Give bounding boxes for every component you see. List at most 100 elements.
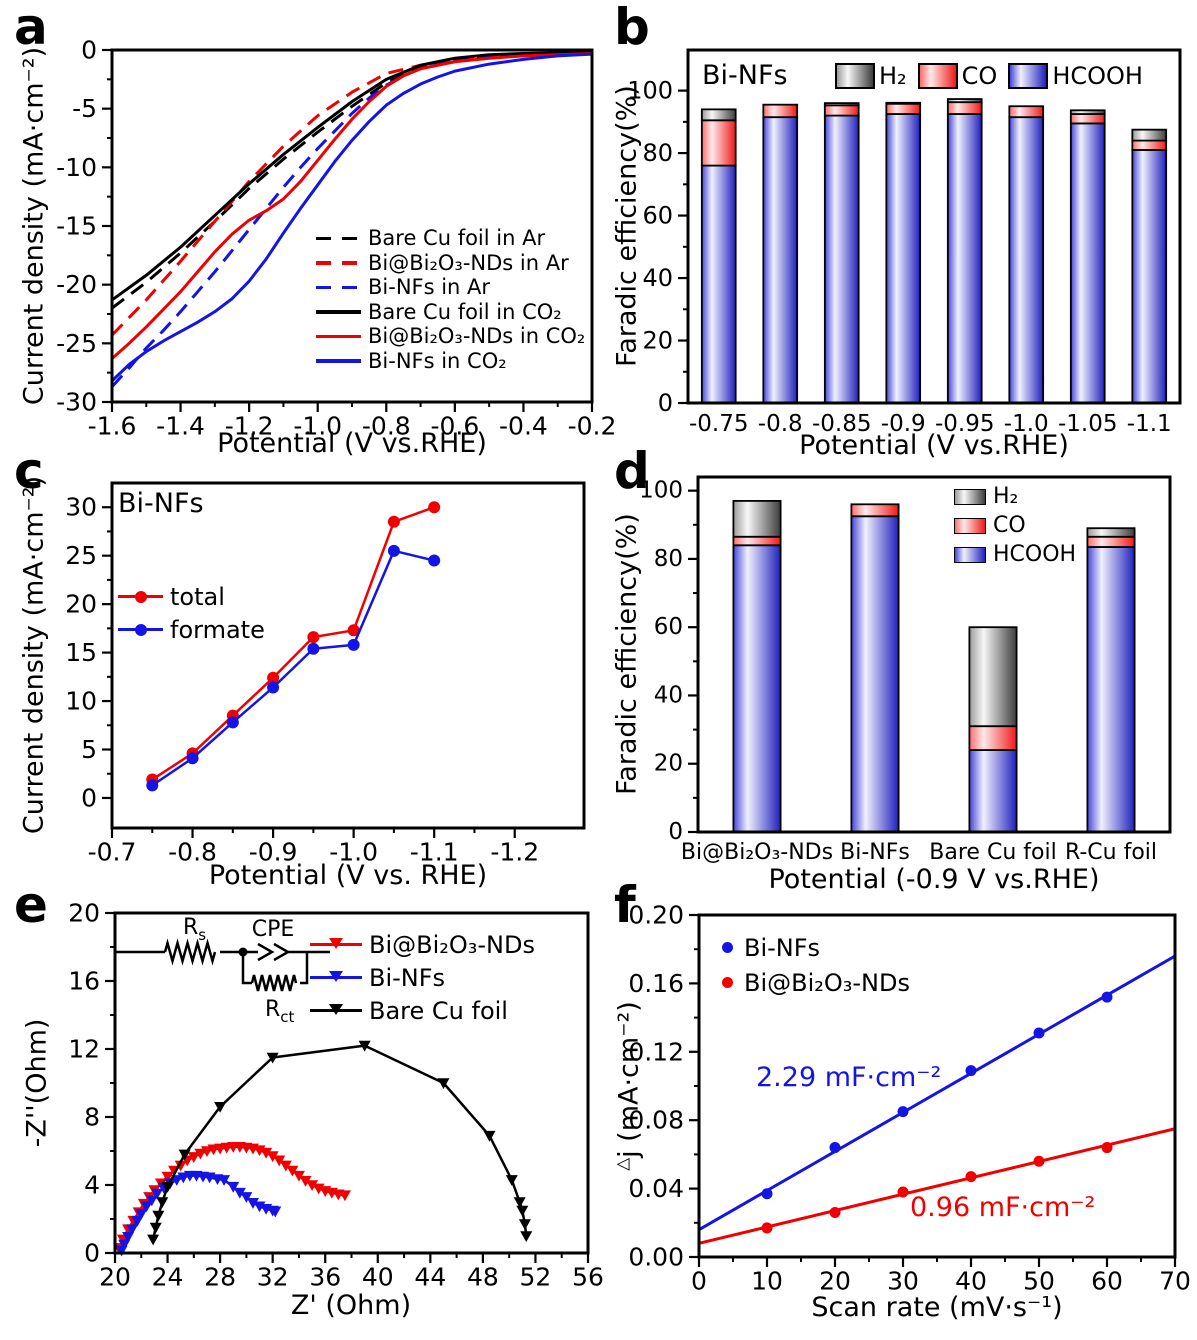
svg-text:-0.8: -0.8	[758, 411, 803, 437]
legend-label: Bi-NFs	[744, 933, 821, 962]
dashed-line-swatch	[316, 261, 361, 265]
legend-item: Bare Cu foil in Ar	[316, 226, 585, 251]
panel-a-ylabel: Current density (mA·cm⁻²)	[18, 46, 50, 406]
panel-d: 0 20 40 60 80 100 Bi@Bi₂O₃-NDs Bi-NFs Bare Cu fo…	[598, 440, 1197, 895]
svg-text:4: 4	[84, 1171, 100, 1200]
svg-text:0.00: 0.00	[628, 1243, 684, 1272]
svg-text:16: 16	[68, 967, 100, 996]
bar-series-H₂	[732, 499, 1136, 728]
svg-text:100: 100	[627, 77, 673, 105]
legend-label: total	[170, 582, 225, 611]
svg-text:48: 48	[467, 1262, 499, 1291]
panel-f-legend: Bi-NFs Bi@Bi₂O₃-NDs	[722, 930, 910, 1000]
panel-d-legend: H₂ CO HCOOH	[954, 484, 1076, 567]
legend-item: Bare Cu foil	[310, 994, 535, 1027]
legend-label: Bi-NFs	[369, 963, 446, 992]
svg-text:10: 10	[65, 687, 97, 716]
solid-line-swatch	[316, 334, 361, 338]
axes: 0 5 10 15 20 25 30 -0.7 -0.8 -0.9 -1.0 -1.1 -1.2	[65, 493, 539, 867]
panel-a-chart: 0 -5 -10 -15 -20 -25 -30-1.6 -1.4 -1.2 -1.0 -0.8 -0…	[56, 36, 616, 441]
bar-segment	[732, 535, 782, 547]
svg-text:-1.1: -1.1	[410, 837, 459, 866]
cpe-label: CPE	[252, 917, 295, 942]
bar-series-H₂	[700, 98, 1168, 142]
axes: 0 20 40 60 80 100 Bi@Bi₂O₃-NDs Bi-NFs Bare Cu fo…	[639, 478, 1157, 866]
legend-label: Bare Cu foil in CO₂	[368, 299, 562, 324]
panel-c: 0 5 10 15 20 25 30 -0.7 -0.8 -0.9 -1.0 -1.1 -1.2 c B…	[0, 440, 598, 891]
svg-text:56: 56	[572, 1262, 604, 1291]
legend-label: Bi-NFs in CO₂	[368, 348, 507, 373]
axes: 0.00 0.04 0.08 0.12 0.16 0.20 0 10 20 30 40 50 60 70	[628, 901, 1191, 1296]
svg-text:40: 40	[362, 1262, 394, 1291]
svg-text:40: 40	[654, 682, 683, 708]
panel-a-legend: Bare Cu foil in Ar Bi@Bi₂O₃-NDs in Ar Bi…	[316, 226, 585, 373]
bar-segment	[762, 103, 799, 119]
axes: 0 -5 -10 -15 -20 -25 -30-1.6 -1.4 -1.2 -1.0 -0.8 -0…	[56, 36, 616, 441]
svg-text:-30: -30	[56, 388, 97, 417]
bar-segment	[1069, 113, 1106, 125]
svg-text:-0.95: -0.95	[935, 411, 995, 437]
bar-segment	[1069, 122, 1106, 404]
panel-a: 0 -5 -10 -15 -20 -25 -30 -1.6 -1.4 -1.2 -1.0 -0.8 -0…	[0, 0, 616, 459]
series-Bi-NFs	[115, 1170, 282, 1257]
bar-segment	[1086, 535, 1136, 548]
panel-letter-e: e	[14, 876, 48, 934]
bar-segment	[850, 515, 900, 833]
legend-item: formate	[118, 613, 265, 646]
line-triangle-swatch	[310, 971, 362, 983]
svg-text:-5: -5	[72, 94, 97, 123]
line-triangle-swatch	[310, 1004, 362, 1016]
capacitance-annotation-bibi2o3: 0.96 mF·cm⁻²	[910, 1192, 1096, 1223]
series-Bi-NFs	[698, 954, 1176, 1231]
panel-b-legend: H₂ CO HCOOH	[835, 62, 1143, 90]
bar-segment	[968, 626, 1018, 728]
dashed-line-swatch	[316, 236, 361, 240]
svg-text:12: 12	[68, 1035, 100, 1064]
svg-text:-1.0: -1.0	[293, 411, 342, 440]
svg-text:0: 0	[81, 783, 97, 812]
bar-segment	[946, 98, 983, 104]
svg-text:-1.0: -1.0	[329, 837, 378, 866]
svg-text:100: 100	[639, 478, 683, 504]
panel-d-xlabel: Potential (-0.9 V vs.RHE)	[768, 864, 1100, 895]
legend-label: Bare Cu foil	[369, 996, 508, 1025]
panel-letter-c: c	[14, 442, 44, 500]
legend-label: Bi@Bi₂O₃-NDs in CO₂	[368, 324, 586, 349]
svg-text:-0.7: -0.7	[88, 837, 137, 866]
legend-item: Bi-NFs in Ar	[316, 275, 585, 300]
solid-line-swatch	[316, 310, 361, 314]
svg-text:0.08: 0.08	[628, 1106, 684, 1135]
panel-e-ylabel: -Z''(Ohm)	[21, 1018, 53, 1148]
bar-segment	[946, 101, 983, 115]
svg-text:20: 20	[99, 1262, 131, 1291]
panel-f-xlabel: Scan rate (mV·s⁻¹)	[811, 1292, 1063, 1323]
panel-d-ylabel: Faradic efficiency(%)	[611, 513, 643, 795]
svg-text:70: 70	[1159, 1266, 1191, 1295]
svg-text:-0.9: -0.9	[249, 837, 298, 866]
legend-item: Bare Cu foil in CO₂	[316, 300, 585, 325]
legend-item: Bi-NFs	[310, 961, 535, 994]
svg-text:10: 10	[751, 1266, 783, 1295]
legend-item: CO	[917, 62, 997, 90]
legend-item: Bi@Bi₂O₃-NDs in CO₂	[316, 324, 585, 349]
svg-text:60: 60	[1091, 1266, 1123, 1295]
bar-segment	[1086, 546, 1136, 833]
svg-text:80: 80	[654, 546, 683, 572]
svg-text:0: 0	[668, 819, 683, 845]
bar-segment	[968, 725, 1018, 751]
svg-text:-1.0: -1.0	[1004, 411, 1049, 437]
legend-label: formate	[170, 615, 265, 644]
svg-text:0: 0	[691, 1266, 707, 1295]
bar-segment	[1086, 527, 1136, 538]
legend-label: H₂	[879, 62, 907, 90]
legend-label: Bi-NFs in Ar	[368, 275, 491, 300]
bar-series-HCOOH	[700, 113, 1168, 404]
svg-text:-0.75: -0.75	[689, 411, 749, 437]
legend-item: H₂	[954, 484, 1076, 509]
svg-text:36: 36	[309, 1262, 341, 1291]
legend-item: H₂	[835, 62, 907, 90]
hcooh-swatch	[954, 546, 986, 563]
series-Bare Cu foil in CO₂	[111, 50, 593, 302]
